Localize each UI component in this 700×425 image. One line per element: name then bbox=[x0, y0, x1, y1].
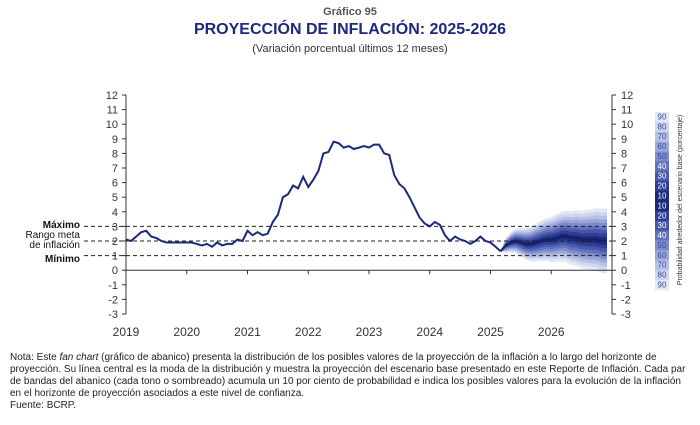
probability-cell bbox=[655, 260, 669, 271]
y-tick-label-right: 7 bbox=[621, 163, 627, 175]
y-tick-label-right: 8 bbox=[621, 148, 627, 160]
y-tick-label-left: 7 bbox=[112, 163, 118, 175]
y-tick-label-left: 11 bbox=[107, 105, 118, 117]
min-label: Mínimo bbox=[45, 254, 80, 265]
probability-cell bbox=[655, 220, 669, 231]
probability-label: 40 bbox=[658, 162, 667, 171]
probability-label: 90 bbox=[658, 281, 667, 290]
y-tick-label-right: 11 bbox=[621, 105, 632, 117]
footnote: Nota: Este fan chart (gráfico de abanico… bbox=[10, 352, 694, 412]
probability-cell bbox=[655, 250, 669, 261]
probability-cell bbox=[655, 240, 669, 251]
probability-label: 70 bbox=[658, 261, 667, 270]
probability-cell bbox=[655, 141, 669, 152]
x-tick-label: 2019 bbox=[113, 325, 140, 339]
fan-band-1 bbox=[500, 233, 607, 252]
probability-cell bbox=[655, 112, 669, 123]
note-source: Fuente: BCRP. bbox=[10, 400, 76, 411]
x-tick-label: 2024 bbox=[416, 325, 443, 339]
x-tick-label: 2020 bbox=[173, 325, 200, 339]
probability-label: 10 bbox=[658, 201, 667, 210]
y-tick-label-right: 6 bbox=[621, 178, 627, 190]
y-tick-label-left: 5 bbox=[112, 192, 118, 204]
y-tick-label-left: 6 bbox=[112, 178, 118, 190]
probability-cell bbox=[655, 191, 669, 202]
probability-label: 70 bbox=[658, 132, 667, 141]
note-prefix: Nota: Este bbox=[10, 352, 60, 363]
probability-cell bbox=[655, 181, 669, 192]
y-tick-label-right: -3 bbox=[621, 309, 631, 321]
inflation-history-line bbox=[125, 140, 502, 252]
y-tick-label-left: 12 bbox=[106, 90, 118, 102]
y-tick-label-right: 2 bbox=[621, 236, 627, 248]
y-tick-label-right: 1 bbox=[621, 251, 627, 263]
probability-label: 10 bbox=[658, 192, 667, 201]
probability-label: 50 bbox=[658, 241, 667, 250]
y-tick-label-left: 8 bbox=[112, 148, 118, 160]
note-body: (gráfico de abanico) presenta la distrib… bbox=[10, 352, 686, 399]
chart-subtitle: (Variación porcentual últimos 12 meses) bbox=[252, 43, 448, 55]
y-tick-label-right: 10 bbox=[621, 119, 633, 131]
y-tick-label-right: 12 bbox=[621, 90, 633, 102]
projection-central-line bbox=[499, 235, 607, 252]
y-tick-label-left: 0 bbox=[112, 265, 118, 277]
y-tick-label-right: -1 bbox=[621, 280, 631, 292]
probability-cell bbox=[655, 151, 669, 162]
note-fan-term: fan chart bbox=[59, 352, 99, 363]
probability-label: 90 bbox=[658, 112, 667, 121]
probability-cell bbox=[655, 230, 669, 241]
range-label-2: de inflación bbox=[29, 240, 80, 251]
y-tick-label-left: -3 bbox=[108, 309, 118, 321]
y-tick-label-left: 3 bbox=[112, 221, 118, 233]
chart-title: PROYECCIÓN DE INFLACIÓN: 2025-2026 bbox=[193, 21, 507, 38]
probability-cell bbox=[655, 280, 669, 291]
probability-cell bbox=[655, 270, 669, 281]
y-tick-label-right: 3 bbox=[621, 221, 627, 233]
probability-cell bbox=[655, 131, 669, 142]
y-tick-label-right: 0 bbox=[621, 265, 627, 277]
y-tick-label-right: 4 bbox=[621, 207, 627, 219]
y-tick-label-left: -2 bbox=[108, 294, 118, 306]
y-tick-label-left: 1 bbox=[112, 251, 118, 263]
probability-label: 20 bbox=[658, 211, 667, 220]
probability-label: 80 bbox=[658, 122, 667, 131]
probability-cell bbox=[655, 121, 669, 133]
probability-label: 60 bbox=[658, 142, 667, 151]
y-tick-label-left: 2 bbox=[112, 236, 118, 248]
x-tick-label: 2021 bbox=[234, 325, 261, 339]
y-tick-label-right: 5 bbox=[621, 192, 627, 204]
graph-number: Gráfico 95 bbox=[323, 6, 377, 18]
probability-label: 40 bbox=[658, 231, 667, 240]
probability-label: 60 bbox=[658, 251, 667, 260]
y-tick-label-left: 4 bbox=[112, 207, 118, 219]
x-tick-label: 2023 bbox=[356, 325, 383, 339]
x-tick-label: 2022 bbox=[295, 325, 322, 339]
probability-label: 50 bbox=[658, 152, 667, 161]
x-tick-label: 2025 bbox=[477, 325, 504, 339]
probability-label: 30 bbox=[658, 172, 667, 181]
probability-label: 20 bbox=[658, 182, 667, 191]
range-label-1: Rango meta bbox=[26, 230, 81, 241]
probability-cell bbox=[655, 201, 669, 212]
y-tick-label-left: 10 bbox=[106, 119, 118, 131]
probability-label: 30 bbox=[658, 221, 667, 230]
max-label: Máximo bbox=[43, 220, 80, 231]
y-tick-label-right: 9 bbox=[621, 134, 627, 146]
probability-label: 80 bbox=[658, 271, 667, 280]
probability-cell bbox=[655, 210, 669, 222]
x-tick-label: 2026 bbox=[538, 325, 565, 339]
probability-side-label: Probabilidad alrededor del escenario bas… bbox=[677, 115, 684, 285]
y-tick-label-right: -2 bbox=[621, 294, 631, 306]
y-tick-label-left: 9 bbox=[112, 134, 118, 146]
probability-cell bbox=[655, 161, 669, 172]
y-tick-label-left: -1 bbox=[108, 280, 118, 292]
probability-cell bbox=[655, 171, 669, 182]
